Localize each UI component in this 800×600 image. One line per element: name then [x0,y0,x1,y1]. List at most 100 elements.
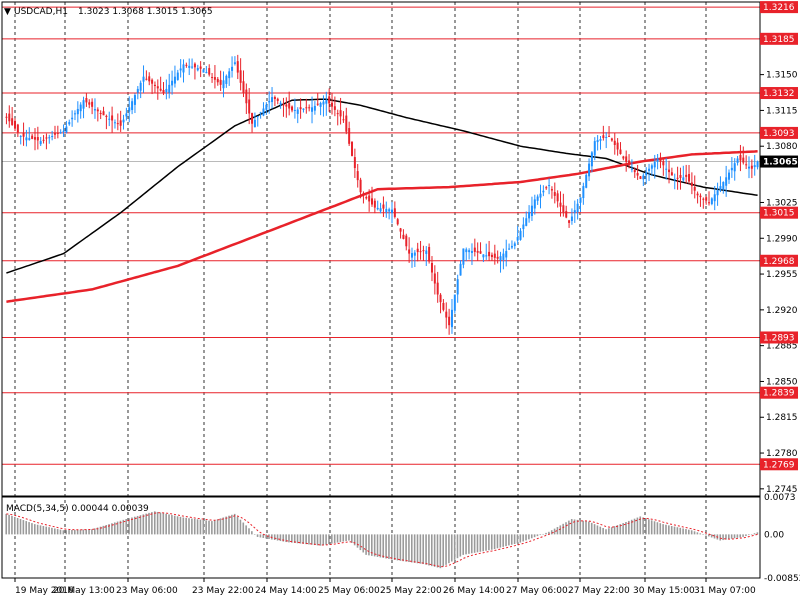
macd-bar [165,513,167,535]
macd-bar [605,529,607,535]
macd-bar [485,534,487,551]
candle-body [530,205,533,216]
candle-body [159,88,162,91]
macd-bar [376,534,379,557]
candle-body [33,137,36,140]
candle-body [496,256,499,259]
candle-body [405,235,408,247]
macd-bar [708,534,710,537]
macd-bar [405,534,407,562]
candle-body [165,88,168,93]
horizontal-levels [2,6,760,465]
candle-body [568,220,571,223]
candle-body [293,109,296,111]
candle-body [642,175,645,180]
macd-bar [430,534,433,567]
macd-bar [645,518,647,535]
macd-bar [182,517,185,535]
macd-bar [73,529,76,535]
candle-body [313,105,316,111]
candle-body [542,190,545,193]
macd-bar [28,522,30,535]
macd-bar [162,513,165,535]
macd-bar [119,520,122,535]
candle-body [176,72,179,80]
macd-bar [565,522,567,535]
candle-body [428,247,431,262]
macd-bar [482,534,484,552]
candle-body [236,61,239,73]
candle-body [485,255,488,257]
macd-bar [570,519,573,535]
candle-body [459,263,462,276]
y-tick-label: 1.2990 [766,234,798,244]
macd-bar [636,517,639,535]
candle-body [659,157,662,162]
level-tag [760,126,798,139]
candle-body [710,198,713,205]
ohlc-label: 1.3023 1.3068 1.3015 1.3065 [78,7,213,17]
candle-body [76,108,79,115]
macd-bar [8,514,10,535]
candle-body [28,138,31,140]
y-tick-label: 1.3025 [766,198,798,208]
candle-body [219,79,222,85]
candle-body [282,104,285,106]
candle-body [442,302,445,310]
level-tag [760,386,798,399]
candle-body [636,173,639,176]
macd-bar [459,534,462,557]
candle-body [556,193,559,202]
candle-body [231,66,234,71]
candle-body [225,75,228,84]
candle-body [753,165,756,168]
candle-body [410,253,413,258]
candle-body [402,234,405,239]
macd-bar [219,518,222,535]
macd-bar [699,533,702,535]
macd-bar [599,526,602,535]
macd-bar [582,520,584,535]
level-tag [760,331,798,344]
macd-bar [179,516,182,535]
macd-bar [396,534,399,561]
x-tick-label: 20 May 13:00 [53,586,115,596]
candle-body [702,198,705,200]
candle-body [142,76,145,82]
candle-body [645,172,648,176]
candle-body [742,157,745,163]
candle-body [656,158,659,162]
macd-axis-label: -0.00852 [764,574,800,584]
macd-bar [359,534,362,551]
candle-body [116,123,119,125]
macd-bar [756,532,759,535]
macd-bar [102,525,105,535]
candle-body [348,128,351,144]
macd-bar [351,534,353,543]
candlesticks [5,54,759,335]
macd-bar [342,534,345,542]
x-tick-label: 24 May 14:00 [255,586,317,596]
candle-body [71,117,74,120]
candle-body [308,107,311,109]
macd-bar [456,534,459,559]
macd-bar [425,534,427,565]
macd-bar [473,534,476,553]
macd-bar [356,534,359,548]
macd-bar [139,515,142,535]
macd-bar [588,521,590,535]
candle-body [19,135,22,137]
candle-body [248,99,251,114]
macd-bar [670,525,673,535]
candle-body [53,133,56,135]
macd-bar [345,534,347,542]
current-price-tag [760,155,798,168]
candle-body [625,156,628,162]
level-tag-label: 1.2968 [763,257,795,267]
level-tag [760,32,798,45]
candle-body [396,219,399,225]
candle-body [333,106,336,110]
candle-body [296,109,299,114]
macd-bar [673,526,676,535]
